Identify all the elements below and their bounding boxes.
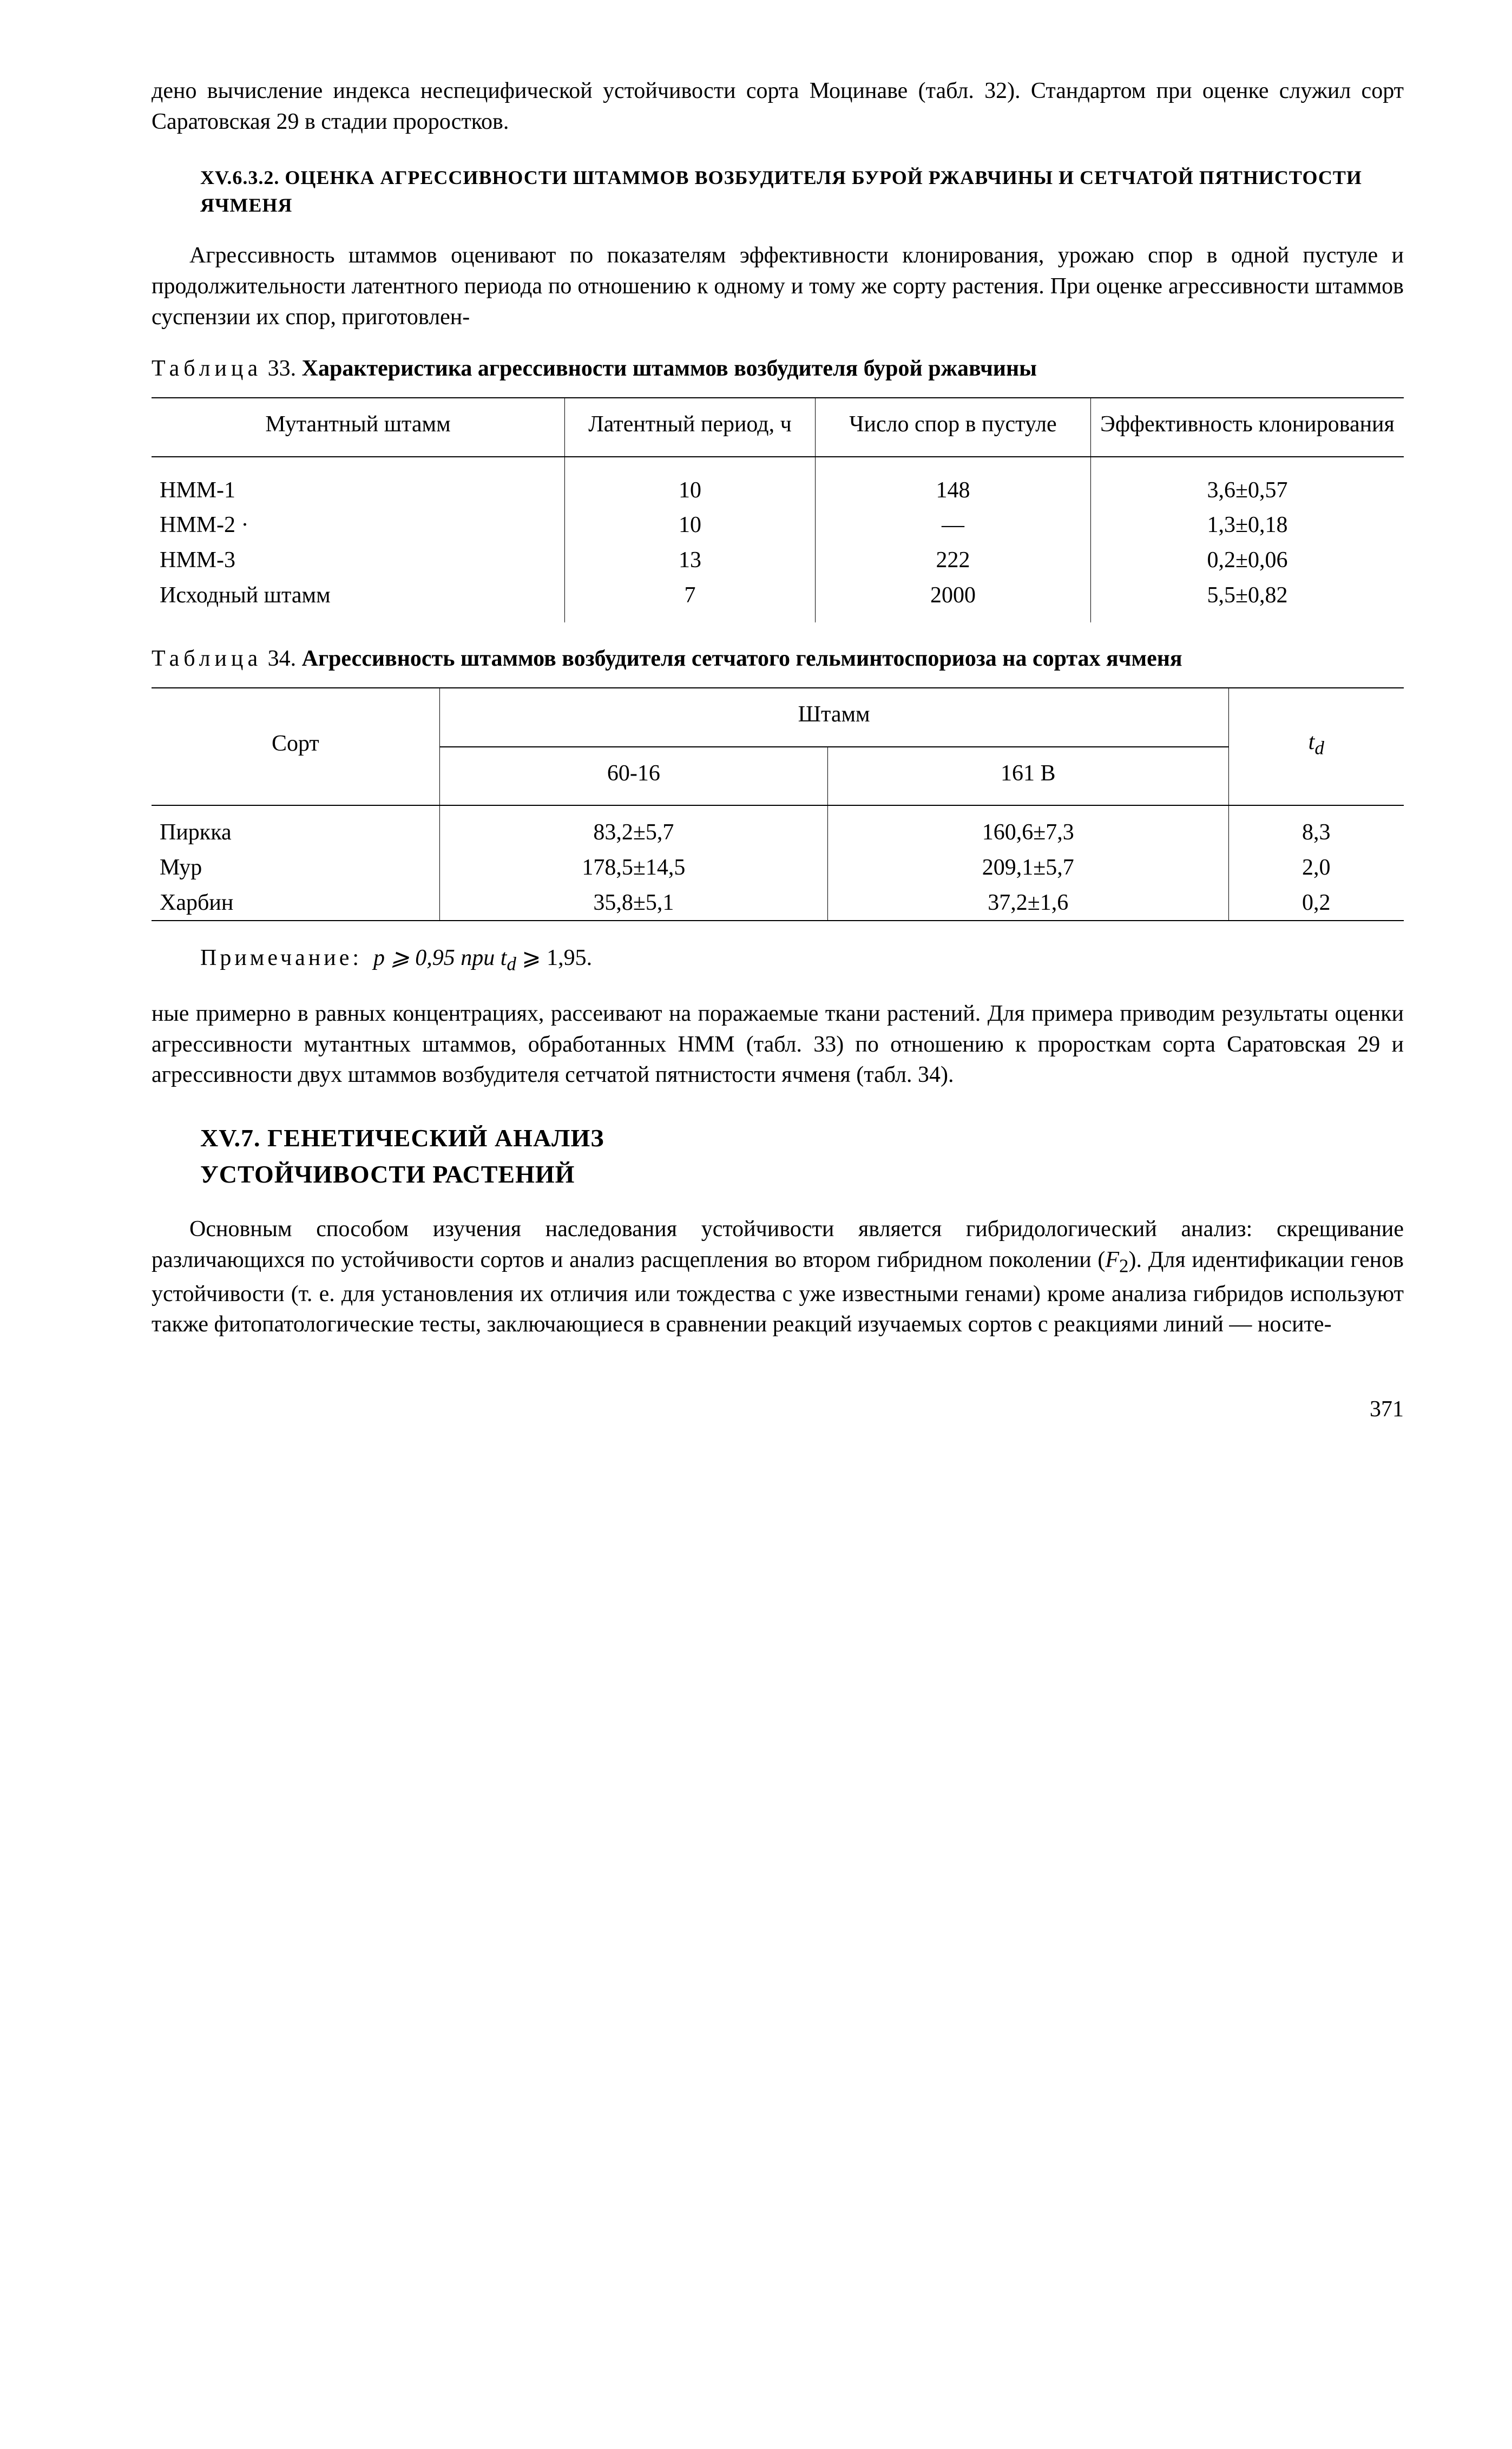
t34-cell: 0,2 [1228,885,1404,921]
table-row: Мур 178,5±14,5 209,1±5,7 2,0 [152,850,1404,885]
table-row: Пиркка 83,2±5,7 160,6±7,3 8,3 [152,815,1404,850]
caption-text: Характеристика агрессивности штаммов воз… [302,356,1037,381]
t34-cell: 35,8±5,1 [439,885,827,921]
t33-cell: 7 [565,578,816,613]
t33-cell: 10 [565,473,816,508]
t33-cell: 1,3±0,18 [1090,508,1404,543]
table-row: НММ-3 13 222 0,2±0,06 [152,543,1404,578]
paragraph-after-tables: ные примерно в равных концентрациях, рас… [152,999,1404,1091]
t33-cell: 148 [815,473,1090,508]
caption-number: 34. [268,646,297,671]
t34-header-td: td [1228,688,1404,805]
paragraph-xv7: Основным способом изучения наследования … [152,1214,1404,1340]
table-row: НММ-1 10 148 3,6±0,57 [152,473,1404,508]
caption-prefix: Таблица [152,356,262,381]
t33-cell: — [815,508,1090,543]
t33-cell: НММ-2 · [152,508,565,543]
t34-cell: Харбин [152,885,439,921]
table-row: Исходный штамм 7 2000 5,5±0,82 [152,578,1404,613]
t33-cell: 3,6±0,57 [1090,473,1404,508]
caption-prefix: Таблица [152,646,262,671]
table-row: НММ-2 · 10 — 1,3±0,18 [152,508,1404,543]
t33-header-1: Латентный период, ч [565,398,816,457]
heading-xv7: XV.7. ГЕНЕТИЧЕСКИЙ АНАЛИЗ УСТОЙЧИВОСТИ Р… [200,1120,1404,1192]
t33-cell: НММ-1 [152,473,565,508]
t34-cell: 209,1±5,7 [828,850,1228,885]
t33-header-2: Число спор в пустуле [815,398,1090,457]
heading-xv7-line1: XV.7. ГЕНЕТИЧЕСКИЙ АНАЛИЗ [200,1120,1404,1157]
page-number: 371 [152,1394,1404,1425]
t34-cell: 83,2±5,7 [439,815,827,850]
t33-cell: 222 [815,543,1090,578]
t33-cell: Исходный штамм [152,578,565,613]
t34-header-sort: Сорт [152,688,439,805]
t34-cell: 37,2±1,6 [828,885,1228,921]
t33-cell: 2000 [815,578,1090,613]
t34-cell: 160,6±7,3 [828,815,1228,850]
t34-cell: 178,5±14,5 [439,850,827,885]
caption-number: 33. [268,356,297,381]
table-row: Харбин 35,8±5,1 37,2±1,6 0,2 [152,885,1404,921]
table-33-caption: Таблица 33. Характеристика агрессивности… [152,354,1404,384]
section-header-632: XV.6.3.2. ОЦЕНКА АГРЕССИВНОСТИ ШТАММОВ В… [200,164,1404,219]
t33-cell: 5,5±0,82 [1090,578,1404,613]
t34-header-161b: 161 В [828,747,1228,806]
t33-cell: 0,2±0,06 [1090,543,1404,578]
t34-cell: 8,3 [1228,815,1404,850]
table-33: Мутантный штамм Латентный период, ч Числ… [152,397,1404,622]
t33-cell: 10 [565,508,816,543]
t34-header-6016: 60-16 [439,747,827,806]
heading-xv7-line2: УСТОЙЧИВОСТИ РАСТЕНИЙ [200,1157,1404,1193]
paragraph-632: Агрессивность штаммов оценивают по показ… [152,240,1404,332]
t33-cell: НММ-3 [152,543,565,578]
intro-paragraph: дено вычисление индекса неспецифической … [152,76,1404,137]
caption-text: Агрессивность штаммов возбудителя сетчат… [302,646,1182,671]
t33-header-3: Эффективность кло­нирования [1090,398,1404,457]
table-34-note: Примечание: p ⩾ 0,95 при td ⩾ 1,95. [200,943,1404,977]
t34-cell: Мур [152,850,439,885]
table-34: Сорт Штамм td 60-16 161 В Пиркка 83,2±5,… [152,687,1404,921]
note-text: p ⩾ 0,95 при [373,946,501,970]
note-text-2: ⩾ 1,95. [516,946,592,970]
t34-cell: Пиркка [152,815,439,850]
table-34-caption: Таблица 34. Агрессивность штаммов возбуд… [152,644,1404,674]
note-prefix: Примечание: [200,946,362,970]
t34-header-strain: Штамм [439,688,1228,747]
t34-cell: 2,0 [1228,850,1404,885]
t33-cell: 13 [565,543,816,578]
t33-header-0: Мутантный штамм [152,398,565,457]
